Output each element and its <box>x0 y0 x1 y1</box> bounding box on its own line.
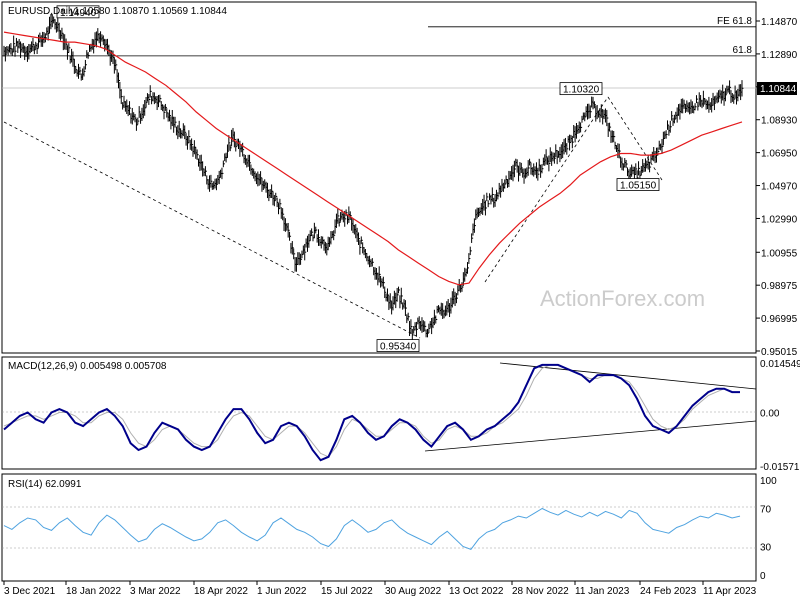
dashed-leg-down <box>607 96 663 181</box>
time-tick-label: 13 Oct 2022 <box>449 586 504 597</box>
time-tick-label: 18 Jan 2022 <box>66 586 121 597</box>
macd-upper-trendline <box>499 362 757 390</box>
rsi-title: RSI(14) 62.0991 <box>8 479 82 490</box>
ohlc-header: 1.10580 1.10870 1.10569 1.10844 <box>74 6 227 17</box>
price-title: EURUSD,Daily <box>8 6 75 17</box>
long-dashed-trendline <box>3 121 421 339</box>
time-tick-label: 30 Aug 2022 <box>385 586 442 597</box>
rsi-line <box>3 507 741 550</box>
price-tick-label: 0.98975 <box>761 281 798 292</box>
macd-title: MACD(12,26,9) 0.005498 0.005708 <box>8 361 167 372</box>
macd-lower-trendline <box>424 420 757 452</box>
time-tick-label: 18 Apr 2022 <box>194 586 248 597</box>
time-tick-label: 3 Mar 2022 <box>130 586 181 597</box>
price-tick-label: 1.06950 <box>761 149 798 160</box>
time-tick-label: 11 Jan 2023 <box>575 586 630 597</box>
time-tick-label: 1 Jun 2022 <box>257 586 307 597</box>
annotation-label: 0.95340 <box>380 342 417 353</box>
annotation-label: 1.14940 <box>60 8 97 19</box>
macd-signal-line <box>3 364 740 458</box>
dashed-leg-up <box>484 96 609 283</box>
price-tick-label: 1.14870 <box>761 17 798 28</box>
time-tick-label: 28 Nov 2022 <box>512 586 569 597</box>
last-price-label: 1.10844 <box>760 84 797 95</box>
rsi-tick-label: 100 <box>760 476 777 487</box>
rsi-axis: 100 70 30 0 <box>760 476 777 582</box>
annotation-label: 1.10320 <box>563 85 600 96</box>
horizontal-levels: FE 61.8 61.8 <box>2 16 756 89</box>
macd-axis: 0.014549 0.00 -0.015712 <box>760 359 800 473</box>
level-label: FE 61.8 <box>717 16 752 27</box>
price-bars <box>3 13 744 341</box>
annotation-box <box>56 5 100 19</box>
macd-tick-label: 0.00 <box>760 409 780 420</box>
time-tick-label: 11 Apr 2023 <box>703 586 757 597</box>
price-annotations: 1.14940 0.95340 1.10320 1.05150 <box>56 5 660 353</box>
time-tick-label: 3 Dec 2021 <box>4 586 56 597</box>
time-tick-label: 24 Feb 2023 <box>640 586 697 597</box>
rsi-panel <box>1 473 757 582</box>
price-tick-label: 1.08930 <box>761 116 798 127</box>
price-tick-label: 1.02990 <box>761 214 798 225</box>
rsi-tick-label: 0 <box>760 571 766 582</box>
price-tick-label: 1.12890 <box>761 50 798 61</box>
macd-main-line <box>3 363 740 462</box>
annotation-label: 1.05150 <box>620 181 657 192</box>
rsi-tick-label: 70 <box>760 505 772 516</box>
annotation-box <box>376 339 420 352</box>
last-price-box <box>757 82 797 95</box>
price-panel <box>1 1 757 354</box>
price-tick-label: 1.04970 <box>761 182 798 193</box>
moving-average-line <box>3 31 743 286</box>
watermark-logo: ActionForex.com <box>540 286 705 311</box>
time-axis: 3 Dec 2021 18 Jan 2022 3 Mar 2022 18 Apr 20… <box>3 581 757 597</box>
level-label: 61.8 <box>733 45 753 56</box>
annotation-box <box>559 82 603 96</box>
rsi-tick-label: 30 <box>760 543 772 554</box>
time-tick-label: 15 Jul 2022 <box>321 586 373 597</box>
macd-tick-label: 0.014549 <box>760 359 800 370</box>
price-tick-label: 1.00955 <box>761 248 798 259</box>
annotation-box <box>616 178 660 191</box>
price-tick-label: 0.95015 <box>761 347 798 358</box>
price-tick-label: 0.96995 <box>761 314 798 325</box>
macd-panel <box>1 356 757 470</box>
macd-tick-label: -0.015712 <box>760 462 800 473</box>
price-axis: 1.148701.128901.109101.089301.069501.049… <box>756 17 798 358</box>
